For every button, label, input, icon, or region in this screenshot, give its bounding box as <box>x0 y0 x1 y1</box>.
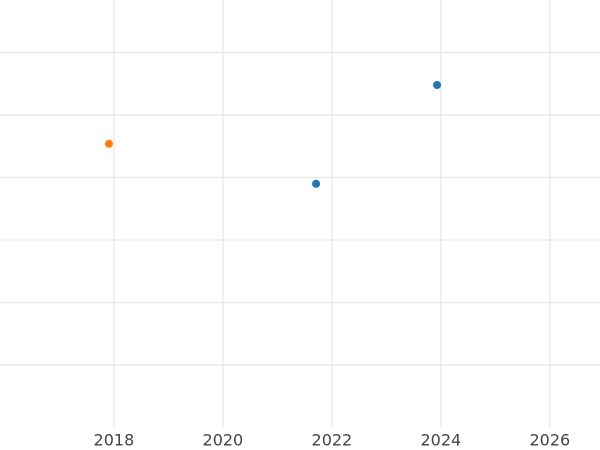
point <box>433 81 442 89</box>
x-tick-label: 2024 <box>421 431 462 450</box>
x-tick-label: 2018 <box>94 431 135 450</box>
point <box>104 139 113 148</box>
point <box>312 179 321 188</box>
x-tick-label: 2026 <box>530 431 571 450</box>
x-tick-label: 2020 <box>203 431 244 450</box>
x-tick-label: 2022 <box>312 431 353 450</box>
